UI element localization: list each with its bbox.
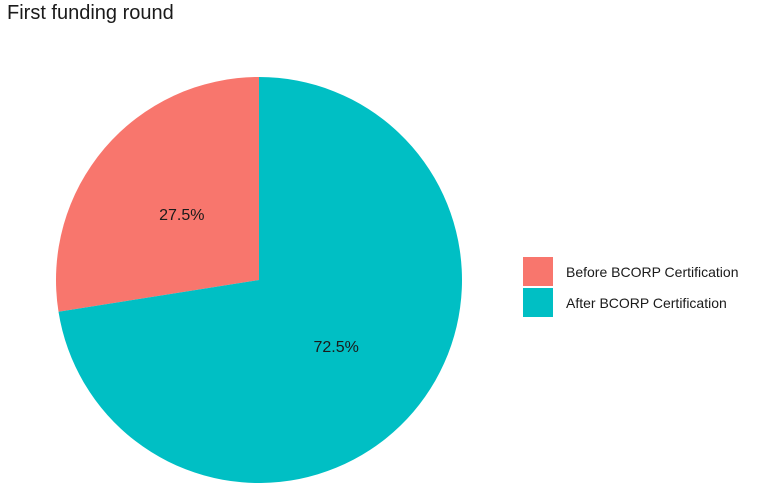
pie-slice-labels: 27.5% 72.5%: [159, 207, 359, 356]
legend-swatch-before: [523, 257, 553, 286]
legend-label-after: After BCORP Certification: [566, 294, 727, 311]
pie-slice-label-before: 27.5%: [159, 207, 204, 224]
pie-slice-label-after: 72.5%: [313, 339, 358, 356]
legend-swatch-after: [523, 288, 553, 317]
legend-item-after: After BCORP Certification: [523, 287, 738, 318]
chart-title: First funding round: [7, 2, 174, 24]
legend-item-before: Before BCORP Certification: [523, 256, 738, 287]
legend: Before BCORP Certification After BCORP C…: [523, 256, 738, 318]
legend-label-before: Before BCORP Certification: [566, 263, 739, 280]
pie-slice-before: [56, 77, 260, 312]
pie-slice-after: [58, 77, 463, 483]
pie-slices: [56, 77, 463, 483]
